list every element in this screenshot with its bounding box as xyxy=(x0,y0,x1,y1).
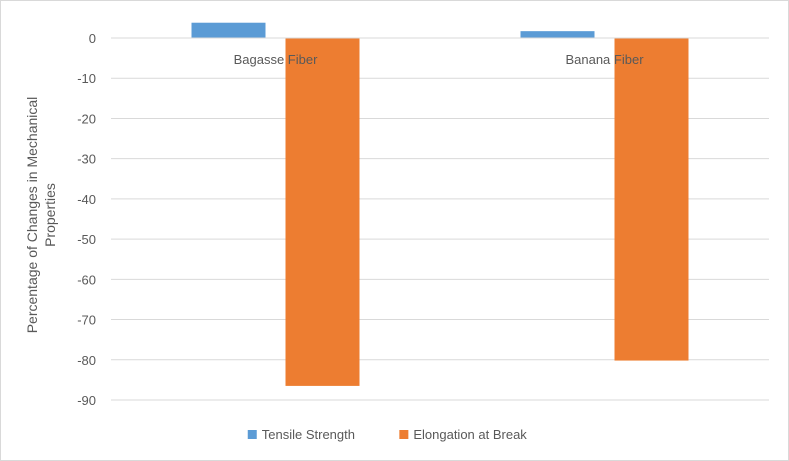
y-tick-label: -90 xyxy=(77,393,96,408)
legend-swatch xyxy=(399,430,409,439)
category-labels: Bagasse Fiber Banana Fiber xyxy=(234,52,645,67)
y-tick-label: -10 xyxy=(77,71,96,86)
bar-tensile-strength-bagasse-fiber xyxy=(191,22,266,38)
y-tick-label: -40 xyxy=(77,192,96,207)
y-axis-ticks: 0 -10 -20 -30 -40 -50 -60 -70 -80 -90 xyxy=(77,31,96,408)
category-label: Bagasse Fiber xyxy=(234,52,318,67)
y-tick-label: -50 xyxy=(77,232,96,247)
legend-label: Tensile Strength xyxy=(262,427,355,442)
y-tick-label: -70 xyxy=(77,313,96,328)
y-axis-label-line: Percentage of Changes in Mechanical xyxy=(24,97,40,334)
y-tick-label: -80 xyxy=(77,353,96,368)
y-axis-label: Percentage of Changes in Mechanical Prope… xyxy=(24,97,58,334)
y-tick-label: 0 xyxy=(89,31,96,46)
gridlines xyxy=(111,37,769,401)
legend-label: Elongation at Break xyxy=(413,427,527,442)
y-tick-label: -20 xyxy=(77,111,96,126)
y-tick-label: -60 xyxy=(77,272,96,287)
bar-tensile-strength-banana-fiber xyxy=(520,31,595,38)
bar-elongation-at-break-banana-fiber xyxy=(614,38,689,361)
category-label: Banana Fiber xyxy=(565,52,644,67)
bar-elongation-at-break-bagasse-fiber xyxy=(285,38,360,386)
legend-swatch xyxy=(247,430,257,439)
legend: Tensile Strength Elongation at Break xyxy=(247,427,527,442)
y-tick-label: -30 xyxy=(77,152,96,167)
y-axis-label-line: Properties xyxy=(42,183,58,247)
bars xyxy=(191,22,689,386)
